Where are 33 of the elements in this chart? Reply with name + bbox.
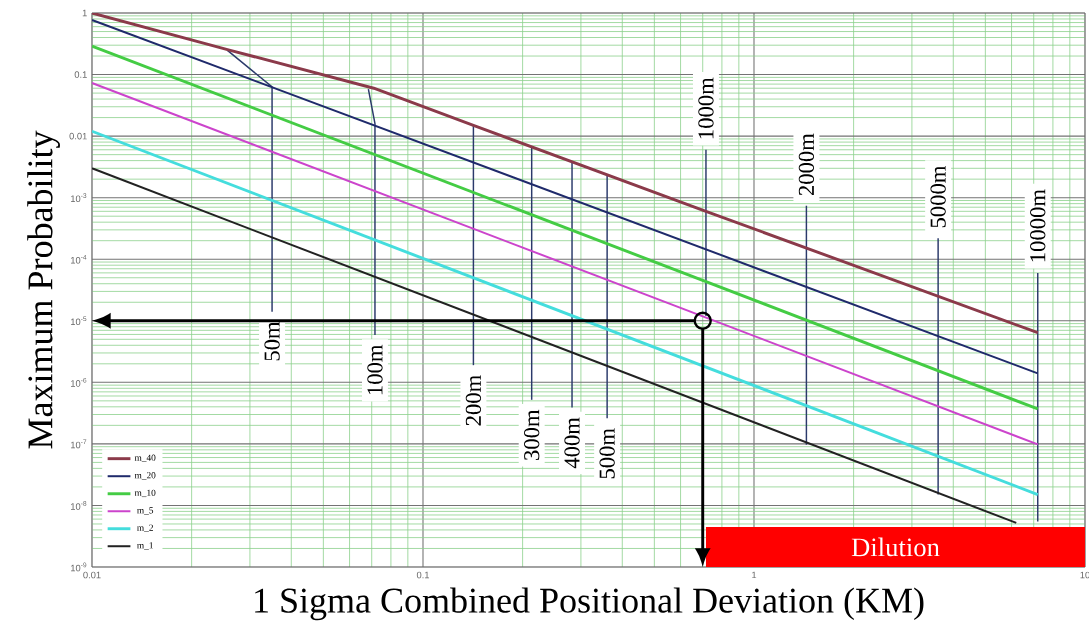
annotation: 2000m (798, 133, 815, 196)
y-tick-label: 10$^{-7}$ (71, 439, 87, 449)
y-tick-label: 10$^{-6}$ (71, 377, 87, 387)
y-axis-title: Maximum Probability (27, 130, 60, 449)
y-tick-label: 10$^{-8}$ (71, 501, 87, 510)
legend-label: m_10 (134, 489, 156, 498)
annotation: 5000m (930, 165, 946, 228)
annotation: 100m (367, 344, 383, 395)
x-tick-label: 0.1 (416, 571, 430, 579)
legend-label: m_40 (134, 454, 156, 462)
legend-label: m_20 (134, 472, 156, 480)
legend-label: m_5 (137, 507, 154, 515)
annotation: 500m (599, 428, 615, 479)
annotation: 200m (465, 375, 482, 426)
x-axis-title: 1 Sigma Combined Positional Deviation (KM) (255, 587, 924, 621)
y-tick-label: 0.1 (74, 71, 87, 78)
y-tick-label: 10$^{-9}$ (71, 562, 87, 572)
legend-label: m_1 (137, 542, 153, 550)
x-tick-label: 10 (1080, 571, 1089, 579)
x-tick-label: 1 (752, 571, 757, 579)
y-tick-label: 10$^{-4}$ (71, 254, 87, 264)
y-tick-label: 0.01 (69, 132, 87, 140)
band-label: Dilution (851, 537, 940, 557)
annotation: 1000m (698, 77, 714, 139)
x-tick-label: 0.01 (83, 571, 101, 579)
y-tick-label: 10$^{-5}$ (71, 316, 87, 326)
annotation: 300m (524, 409, 540, 460)
y-tick-label: 10$^{-3}$ (71, 193, 87, 203)
legend-label: m_2 (137, 524, 153, 533)
y-tick-label: 1 (82, 9, 87, 17)
annotation: 50m (264, 321, 280, 361)
annotation: 10000m (1030, 189, 1046, 262)
annotation: 400m (564, 417, 580, 469)
